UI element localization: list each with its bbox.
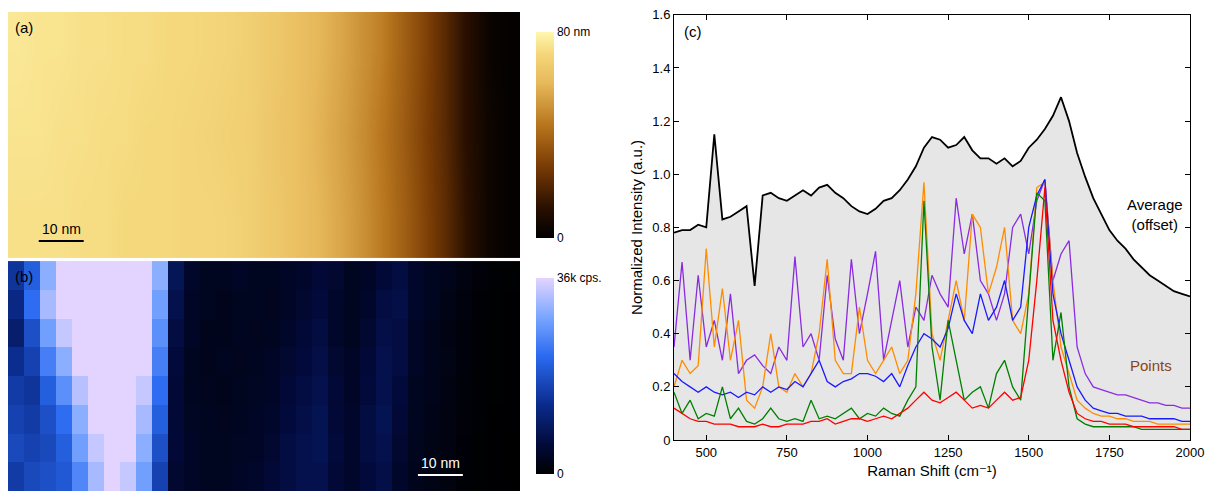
svg-text:1500: 1500 bbox=[1014, 445, 1043, 460]
svg-text:(a): (a) bbox=[15, 19, 33, 36]
svg-text:Normalized Intensity (a.u.): Normalized Intensity (a.u.) bbox=[628, 140, 645, 315]
svg-text:(c): (c) bbox=[684, 23, 702, 40]
svg-text:1.0: 1.0 bbox=[652, 167, 670, 182]
svg-text:Points: Points bbox=[1130, 357, 1172, 374]
svg-text:750: 750 bbox=[776, 445, 798, 460]
svg-text:1750: 1750 bbox=[1095, 445, 1124, 460]
svg-text:10 nm: 10 nm bbox=[42, 221, 81, 237]
svg-text:(b): (b) bbox=[15, 268, 33, 285]
svg-text:0: 0 bbox=[557, 231, 564, 245]
svg-text:1.2: 1.2 bbox=[652, 114, 670, 129]
svg-text:1000: 1000 bbox=[853, 445, 882, 460]
svg-text:0.6: 0.6 bbox=[652, 273, 670, 288]
svg-text:Raman Shift (cm⁻¹): Raman Shift (cm⁻¹) bbox=[867, 462, 997, 479]
svg-text:1.6: 1.6 bbox=[652, 7, 670, 22]
svg-text:0.8: 0.8 bbox=[652, 220, 670, 235]
svg-text:Average(offset): Average(offset) bbox=[1127, 196, 1183, 233]
svg-text:80 nm: 80 nm bbox=[557, 25, 590, 39]
svg-text:1250: 1250 bbox=[934, 445, 963, 460]
svg-text:0: 0 bbox=[663, 433, 670, 448]
svg-text:500: 500 bbox=[695, 445, 717, 460]
svg-text:10 nm: 10 nm bbox=[421, 455, 460, 471]
svg-text:1.4: 1.4 bbox=[652, 61, 670, 76]
svg-text:0: 0 bbox=[557, 467, 564, 481]
svg-text:36k cps.: 36k cps. bbox=[557, 271, 602, 285]
svg-text:2000: 2000 bbox=[1176, 445, 1205, 460]
svg-text:0.2: 0.2 bbox=[652, 379, 670, 394]
svg-text:0.4: 0.4 bbox=[652, 326, 670, 341]
